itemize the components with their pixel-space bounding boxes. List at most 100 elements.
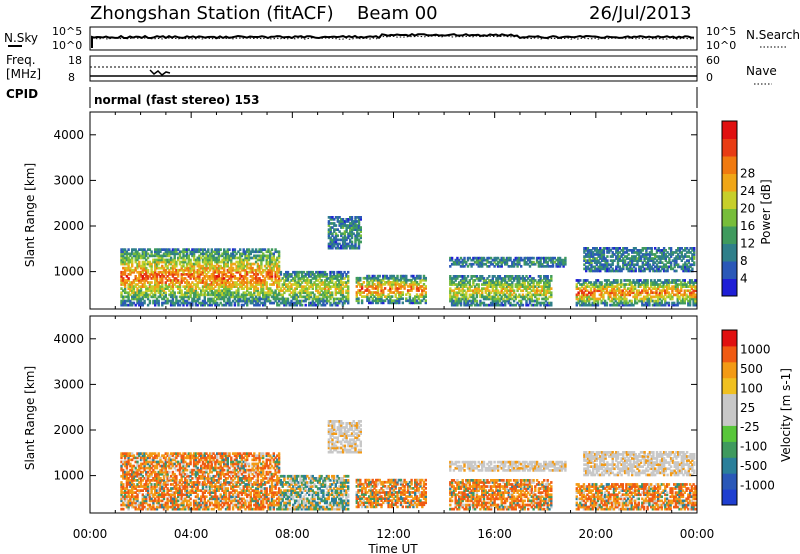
heatmap-cell bbox=[604, 263, 607, 267]
heatmap-cell bbox=[593, 281, 596, 284]
heatmap-cell bbox=[470, 289, 473, 293]
heatmap-cell bbox=[596, 285, 600, 288]
heatmap-cell bbox=[612, 279, 616, 282]
heatmap-cell bbox=[123, 472, 127, 476]
heatmap-cell bbox=[267, 248, 270, 251]
heatmap-cell bbox=[585, 253, 588, 256]
heatmap-cell bbox=[632, 265, 636, 269]
heatmap-cell bbox=[189, 295, 192, 299]
heatmap-cell bbox=[233, 275, 237, 278]
heatmap-cell bbox=[546, 260, 549, 264]
heatmap-cell bbox=[235, 270, 238, 274]
heatmap-cell bbox=[667, 279, 671, 282]
heatmap-cell bbox=[143, 254, 146, 258]
heatmap-cell bbox=[139, 299, 143, 303]
heatmap-cell bbox=[162, 270, 166, 274]
heatmap-cell bbox=[534, 262, 537, 266]
heatmap-cell bbox=[528, 283, 532, 286]
heatmap-cell bbox=[216, 281, 219, 284]
heatmap-cell bbox=[646, 289, 649, 293]
heatmap-cell bbox=[399, 281, 403, 284]
heatmap-cell bbox=[267, 297, 270, 301]
heatmap-cell bbox=[240, 254, 244, 258]
heatmap-cell bbox=[530, 262, 533, 266]
heatmap-cell bbox=[516, 287, 519, 290]
heatmap-cell bbox=[683, 285, 686, 288]
heatmap-cell bbox=[207, 283, 210, 286]
heatmap-cell bbox=[327, 295, 330, 299]
heatmap-cell bbox=[612, 301, 616, 305]
heatmap-cell bbox=[620, 267, 623, 271]
heatmap-cell bbox=[489, 297, 493, 301]
heatmap-cell bbox=[223, 285, 226, 288]
heatmap-cell bbox=[138, 507, 141, 511]
heatmap-cell bbox=[223, 289, 226, 293]
heatmap-cell bbox=[297, 273, 300, 276]
heatmap-cell bbox=[311, 287, 314, 290]
heatmap-cell bbox=[189, 303, 192, 307]
heatmap-cell bbox=[239, 254, 242, 258]
heatmap-cell bbox=[253, 299, 256, 303]
heatmap-cell bbox=[139, 485, 143, 488]
heatmap-cell bbox=[157, 266, 160, 270]
heatmap-cell bbox=[661, 267, 664, 271]
heatmap-cell bbox=[131, 256, 134, 260]
heatmap-cell bbox=[297, 281, 300, 284]
heatmap-cell bbox=[693, 247, 696, 250]
heatmap-cell bbox=[577, 299, 580, 303]
heatmap-cell bbox=[369, 278, 373, 282]
heatmap-cell bbox=[613, 269, 616, 273]
heatmap-cell bbox=[300, 287, 304, 290]
heatmap-cell bbox=[588, 251, 591, 254]
heatmap-cell bbox=[389, 281, 392, 284]
heatmap-cell bbox=[551, 256, 555, 260]
heatmap-cell bbox=[642, 287, 646, 290]
heatmap-cell bbox=[127, 501, 130, 505]
heatmap-cell bbox=[258, 295, 261, 299]
heatmap-cell bbox=[129, 303, 132, 307]
heatmap-cell bbox=[171, 291, 175, 295]
heatmap-cell bbox=[322, 291, 325, 295]
heatmap-cell bbox=[360, 299, 364, 303]
heatmap-cell bbox=[125, 281, 129, 284]
heatmap-cell bbox=[465, 301, 468, 305]
heatmap-cell bbox=[150, 281, 153, 284]
heatmap-cell bbox=[327, 299, 330, 303]
heatmap-cell bbox=[208, 254, 212, 258]
heatmap-cell bbox=[495, 256, 498, 260]
heatmap-cell bbox=[489, 262, 493, 266]
heatmap-cell bbox=[673, 281, 676, 284]
heatmap-cell bbox=[214, 301, 217, 305]
heatmap-cell bbox=[246, 281, 249, 284]
heatmap-cell bbox=[509, 291, 512, 295]
heatmap-cell bbox=[247, 252, 251, 256]
heatmap-cell bbox=[131, 503, 134, 507]
heatmap-cell bbox=[406, 285, 410, 288]
heatmap-cell bbox=[173, 293, 176, 297]
heatmap-cell bbox=[145, 293, 148, 297]
heatmap-cell bbox=[122, 260, 125, 264]
heatmap-cell bbox=[254, 275, 258, 278]
heatmap-cell bbox=[322, 283, 325, 286]
heatmap-cell bbox=[125, 505, 129, 509]
heatmap-cell bbox=[368, 297, 371, 301]
heatmap-cell bbox=[131, 283, 134, 286]
heatmap-cell bbox=[240, 262, 244, 266]
heatmap-cell bbox=[539, 289, 542, 293]
heatmap-cell bbox=[132, 289, 136, 293]
heatmap-cell bbox=[237, 301, 240, 305]
heatmap-cell bbox=[129, 458, 132, 462]
heatmap-cell bbox=[157, 303, 160, 307]
heatmap-cell bbox=[648, 251, 652, 254]
heatmap-cell bbox=[134, 474, 137, 478]
heatmap-cell bbox=[269, 299, 272, 303]
heatmap-cell bbox=[534, 295, 537, 299]
heatmap-cell bbox=[530, 299, 533, 303]
heatmap-cell bbox=[371, 293, 374, 296]
heatmap-cell bbox=[136, 270, 139, 274]
heatmap-cell bbox=[166, 254, 169, 258]
heatmap-cell bbox=[313, 303, 316, 307]
heatmap-cell bbox=[168, 283, 171, 286]
heatmap-cell bbox=[611, 261, 614, 264]
heatmap-cell bbox=[546, 265, 549, 268]
